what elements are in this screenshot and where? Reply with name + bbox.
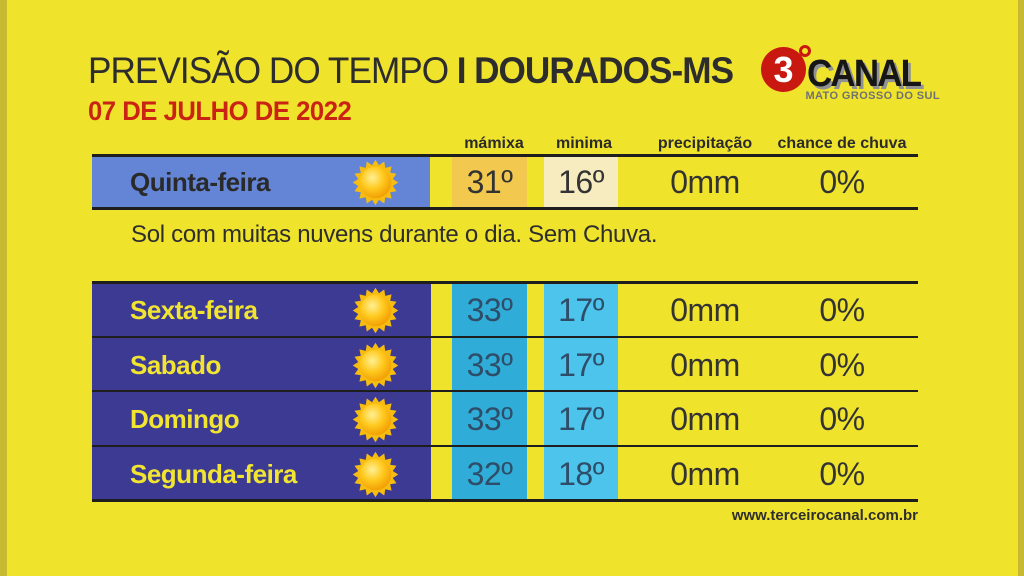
row-divider xyxy=(92,207,918,210)
column-header-min: minima xyxy=(555,135,612,152)
today-min-temp-cell: 16º xyxy=(544,157,618,207)
sun-icon xyxy=(352,342,399,389)
forecast-day-label: Sabado xyxy=(130,349,221,380)
today-max-temp-cell: 31º xyxy=(452,157,527,207)
website-url: www.terceirocanal.com.br xyxy=(731,507,918,524)
min-temp: 17º xyxy=(558,346,604,383)
min-temp: 17º xyxy=(558,400,604,437)
today-precipitation-cell: 0mm xyxy=(625,157,785,207)
max-temp: 33º xyxy=(466,346,513,383)
sun-icon xyxy=(352,287,399,334)
forecast-day-label: Domingo xyxy=(130,403,240,434)
max-temp: 33º xyxy=(466,291,513,328)
today-rain-chance-cell: 0% xyxy=(762,157,922,207)
precipitation: 0mm xyxy=(670,455,740,492)
today-max-temp: 31º xyxy=(466,163,513,200)
today-min-temp: 16º xyxy=(558,163,604,200)
sun-icon xyxy=(352,396,399,443)
rain-chance: 0% xyxy=(819,400,865,437)
logo-degree-ring-icon xyxy=(799,45,811,57)
column-header-max: mámixa xyxy=(464,135,524,152)
row-divider xyxy=(92,281,918,284)
sun-icon xyxy=(352,451,399,498)
max-temp: 33º xyxy=(466,400,513,437)
right-edge-strip xyxy=(1018,0,1024,576)
today-rain-chance: 0% xyxy=(819,163,865,200)
left-edge-strip xyxy=(0,0,7,576)
forecast-day-label: Sexta-feira xyxy=(130,294,258,325)
sun-icon xyxy=(352,159,399,206)
column-header-rain-chance: chance de chuva xyxy=(777,135,907,152)
min-temp: 17º xyxy=(558,291,604,328)
logo-number-badge: 3 xyxy=(761,47,806,92)
logo-region: MATO GROSSO DO SUL xyxy=(805,90,940,102)
today-day-label: Quinta-feira xyxy=(130,166,270,197)
column-header-precipitation: precipitação xyxy=(657,135,753,152)
page-title: PREVISÃO DO TEMPO I DOURADOS-MS xyxy=(88,50,734,92)
logo-name: CANAL xyxy=(807,53,922,95)
logo-number: 3 xyxy=(773,48,794,90)
forecast-row: Segunda-feira 32º 18º 0mm 0% xyxy=(0,448,1024,500)
title-separator: I xyxy=(456,50,467,91)
row-divider xyxy=(92,154,918,157)
precipitation: 0mm xyxy=(670,400,740,437)
forecast-row: Domingo 33º 17º 0mm 0% xyxy=(0,393,1024,445)
rain-chance: 0% xyxy=(819,346,865,383)
max-temp: 32º xyxy=(466,455,513,492)
rain-chance: 0% xyxy=(819,455,865,492)
max-temp-column-band xyxy=(452,284,527,502)
forecast-row: Sexta-feira 33º 17º 0mm 0% xyxy=(0,284,1024,336)
row-divider xyxy=(92,499,918,502)
title-city: DOURADOS-MS xyxy=(474,50,734,91)
title-main: PREVISÃO DO TEMPO xyxy=(88,50,449,91)
forecast-day-label: Segunda-feira xyxy=(130,458,297,489)
min-temp-column-band xyxy=(544,284,618,502)
forecast-date: 07 DE JULHO DE 2022 xyxy=(88,96,352,126)
forecast-row: Sabado 33º 17º 0mm 0% xyxy=(0,339,1024,391)
row-divider xyxy=(92,336,918,338)
row-divider xyxy=(92,445,918,447)
today-precipitation: 0mm xyxy=(670,163,740,200)
rain-chance: 0% xyxy=(819,291,865,328)
precipitation: 0mm xyxy=(670,291,740,328)
precipitation: 0mm xyxy=(670,346,740,383)
row-divider xyxy=(92,390,918,392)
today-row: Quinta-feira 31º 16º 0mm 0% xyxy=(0,157,1024,207)
weather-summary: Sol com muitas nuvens durante o dia. Sem… xyxy=(131,221,658,248)
min-temp: 18º xyxy=(558,455,604,492)
